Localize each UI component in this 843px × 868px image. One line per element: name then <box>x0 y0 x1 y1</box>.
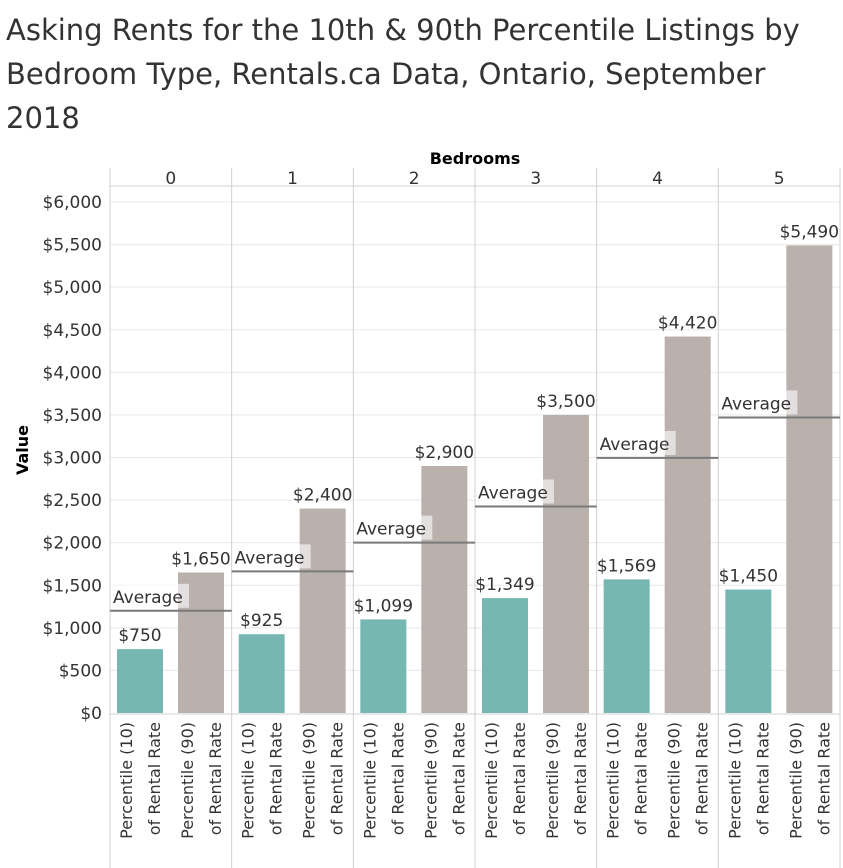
bar-percentile-90 <box>543 414 589 713</box>
y-tick-label: $500 <box>59 661 102 681</box>
y-tick-label: $1,500 <box>43 576 102 596</box>
bar-percentile-10 <box>117 649 163 713</box>
category-label: of Rental Rate <box>632 722 651 835</box>
bar-percentile-90 <box>421 466 468 713</box>
chart-title: Asking Rents for the 10th & 90th Percent… <box>6 8 836 140</box>
bedroom-header-label: 2 <box>409 169 420 189</box>
y-tick-label: $3,500 <box>43 406 102 426</box>
category-label: Percentile (10) <box>360 722 379 839</box>
bedroom-header-label: 4 <box>652 169 663 189</box>
bar-percentile-10 <box>360 619 407 713</box>
bar-value-label: $2,400 <box>293 486 352 506</box>
y-tick-label: $1,000 <box>43 619 102 639</box>
bar-value-label: $1,650 <box>171 549 230 569</box>
bar-percentile-90 <box>786 245 833 713</box>
bar-value-label: $1,569 <box>597 556 656 576</box>
category-label: Percentile (10) <box>117 722 136 839</box>
average-label: Average <box>235 548 305 568</box>
bar-percentile-90 <box>664 336 711 713</box>
chart-title-line-2: Bedroom Type, Rentals.ca Data, Ontario, … <box>6 57 766 91</box>
bedroom-header-label: 3 <box>530 169 541 189</box>
bar-percentile-10 <box>482 598 528 713</box>
y-tick-label: $2,500 <box>43 491 102 511</box>
average-label-bg <box>111 583 189 608</box>
bar-value-label: $5,490 <box>780 222 839 242</box>
category-label: Percentile (10) <box>482 722 501 839</box>
bar-percentile-10 <box>725 589 772 713</box>
category-label: Percentile (90) <box>300 722 319 839</box>
bar-value-label: $1,349 <box>475 575 534 595</box>
bar-value-label: $4,420 <box>658 314 717 334</box>
category-label: of Rental Rate <box>267 722 286 835</box>
average-label-bg <box>232 544 311 569</box>
category-label: of Rental Rate <box>814 722 833 835</box>
y-tick-label: $5,000 <box>43 278 102 298</box>
y-tick-label: $3,000 <box>43 449 102 469</box>
category-label: of Rental Rate <box>449 722 468 835</box>
category-label: of Rental Rate <box>510 722 529 835</box>
y-tick-label: $0 <box>80 704 102 724</box>
bar-percentile-90 <box>299 508 346 713</box>
y-tick-label: $5,500 <box>43 236 102 256</box>
bar-value-label: $1,099 <box>354 596 413 616</box>
bar-percentile-10 <box>603 579 650 713</box>
category-label: of Rental Rate <box>693 722 712 835</box>
category-label: of Rental Rate <box>571 722 590 835</box>
category-label: Percentile (90) <box>178 722 197 839</box>
category-label: of Rental Rate <box>328 722 347 835</box>
y-tick-label: $4,500 <box>43 321 102 341</box>
average-label: Average <box>356 520 426 540</box>
y-tick-label: $2,000 <box>43 534 102 554</box>
chart-title-line-1: Asking Rents for the 10th & 90th Percent… <box>6 13 800 47</box>
average-label-bg <box>719 390 798 415</box>
category-label: Percentile (90) <box>543 722 562 839</box>
bar-value-label: $2,900 <box>415 443 474 463</box>
category-label: Percentile (90) <box>665 722 684 839</box>
category-label: of Rental Rate <box>753 722 772 835</box>
category-label: Percentile (90) <box>786 722 805 839</box>
bar-value-label: $750 <box>118 626 161 646</box>
average-label: Average <box>113 588 183 608</box>
category-label: Percentile (90) <box>421 722 440 839</box>
bar-value-label: $3,500 <box>536 392 595 412</box>
average-label-bg <box>476 479 554 504</box>
average-label: Average <box>478 483 548 503</box>
y-axis-title: Value <box>13 425 32 475</box>
column-header: Bedrooms <box>430 149 521 168</box>
average-label-bg <box>354 515 433 540</box>
category-label: of Rental Rate <box>388 722 407 835</box>
bedroom-header-label: 1 <box>287 169 298 189</box>
category-label: Percentile (10) <box>725 722 744 839</box>
category-label: of Rental Rate <box>145 722 164 835</box>
average-label: Average <box>600 435 670 455</box>
bar-value-label: $1,450 <box>719 567 778 587</box>
category-label: Percentile (10) <box>604 722 623 839</box>
chart-title-line-3: 2018 <box>6 101 80 135</box>
average-label: Average <box>721 394 791 414</box>
y-tick-label: $4,000 <box>43 363 102 383</box>
bar-value-label: $925 <box>240 611 283 631</box>
bedroom-header-label: 5 <box>774 169 785 189</box>
category-label: Percentile (10) <box>239 722 258 839</box>
bedroom-header-label: 0 <box>165 169 176 189</box>
category-label: of Rental Rate <box>206 722 225 835</box>
average-label-bg <box>597 430 676 455</box>
bar-percentile-10 <box>238 634 285 713</box>
y-tick-label: $6,000 <box>43 193 102 213</box>
